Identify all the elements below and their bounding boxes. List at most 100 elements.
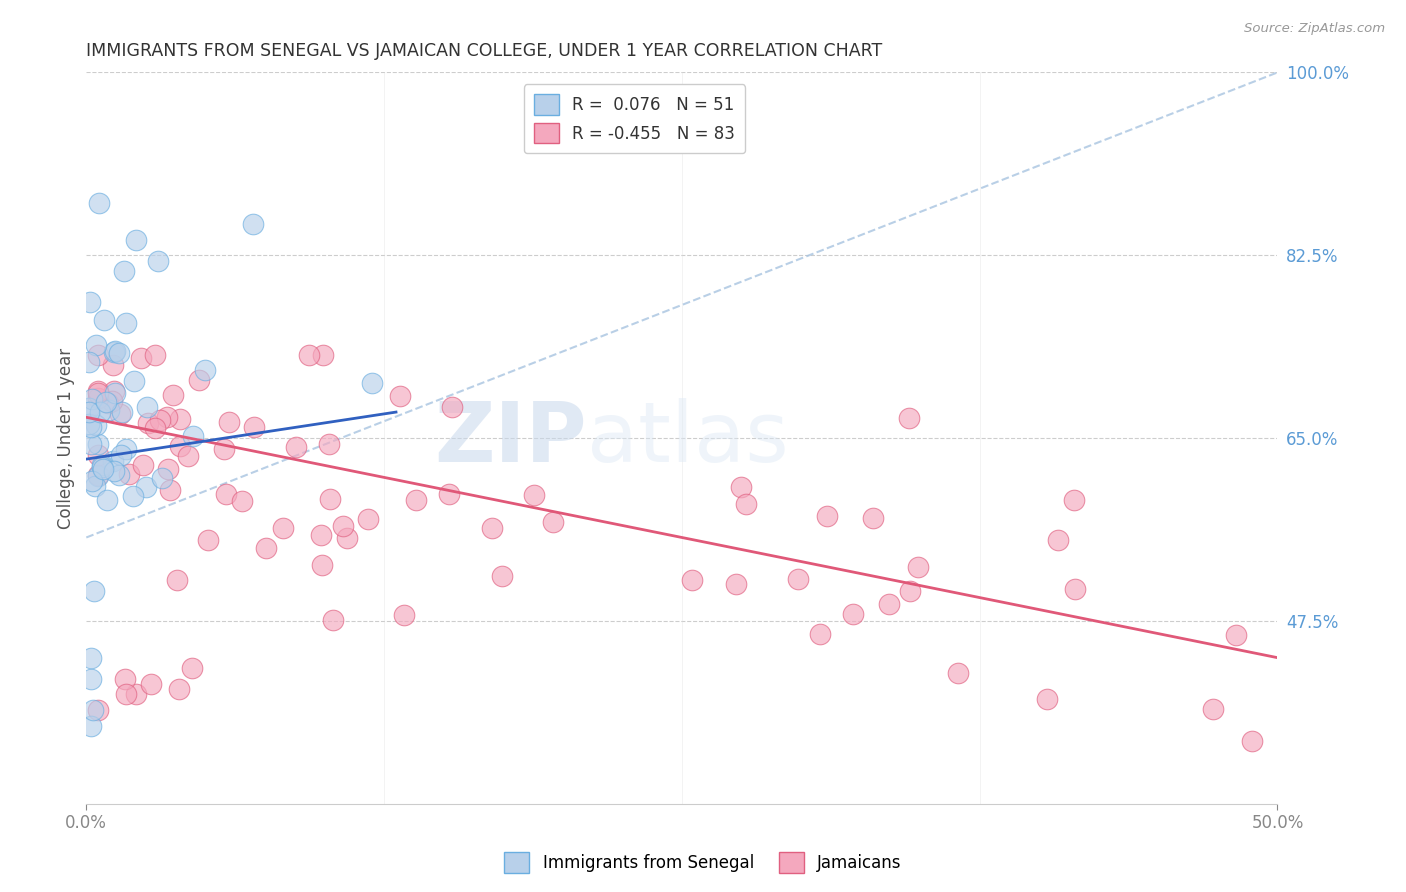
Point [115,316,138,330]
Point [101,393,124,408]
Point [83,479,105,493]
Point [1064,582,1087,596]
Point [312,348,335,362]
Point [156,410,179,425]
Point [143,421,166,435]
Point [110,449,132,463]
Point [319,491,342,506]
Point [194,363,217,377]
Point [122,489,145,503]
Point [115,442,138,456]
Point [491,569,513,583]
Point [112,264,135,278]
Point [91,462,114,476]
Point [80,672,103,686]
Point [357,512,380,526]
Point [541,515,564,529]
Point [143,348,166,362]
Point [254,541,277,555]
Point [907,559,929,574]
Point [104,386,127,401]
Point [110,404,132,418]
Point [898,583,921,598]
Point [91,460,114,475]
Point [114,672,136,686]
Point [80,718,103,732]
Point [361,376,384,390]
Point [311,528,333,542]
Point [169,681,191,696]
Point [1240,734,1263,748]
Point [89,196,111,211]
Point [440,400,463,414]
Point [136,400,159,414]
Point [177,450,200,464]
Point [84,337,107,351]
Point [83,584,105,599]
Point [125,687,148,701]
Point [877,598,900,612]
Point [336,531,359,545]
Point [96,492,118,507]
Point [77,417,100,432]
Text: Source: ZipAtlas.com: Source: ZipAtlas.com [1244,22,1385,36]
Point [437,486,460,500]
Point [122,375,145,389]
Point [80,650,103,665]
Point [77,401,100,416]
Point [169,439,191,453]
Point [80,420,103,434]
Point [162,388,184,402]
Point [87,449,110,463]
Point [115,687,138,701]
Point [97,396,120,410]
Point [157,462,180,476]
Point [87,468,110,483]
Point [77,405,100,419]
Point [898,411,921,425]
Point [91,458,114,473]
Point [322,613,344,627]
Point [87,391,110,405]
Point [392,607,415,622]
Point [94,394,117,409]
Point [132,458,155,472]
Point [136,416,159,430]
Legend: Immigrants from Senegal, Jamaicans: Immigrants from Senegal, Jamaicans [498,846,908,880]
Point [139,677,162,691]
Point [98,403,121,417]
Point [82,703,104,717]
Point [87,437,110,451]
Point [218,415,240,429]
Text: IMMIGRANTS FROM SENEGAL VS JAMAICAN COLLEGE, UNDER 1 YEAR CORRELATION CHART: IMMIGRANTS FROM SENEGAL VS JAMAICAN COLL… [86,42,883,60]
Point [89,405,111,419]
Point [212,442,235,456]
Point [681,573,703,587]
Point [318,437,340,451]
Point [87,348,110,362]
Point [110,407,132,421]
Point [146,253,169,268]
Point [135,479,157,493]
Point [815,509,838,524]
Point [104,344,127,359]
Point [77,354,100,368]
Point [523,488,546,502]
Point [150,471,173,485]
Point [103,464,125,478]
Point [1202,702,1225,716]
Point [724,577,747,591]
Point [808,626,831,640]
Point [183,429,205,443]
Point [734,497,756,511]
Point [405,493,427,508]
Point [108,467,131,482]
Point [332,519,354,533]
Point [103,384,125,399]
Point [215,487,238,501]
Point [1225,628,1247,642]
Point [181,661,204,675]
Point [1063,492,1085,507]
Point [946,666,969,681]
Point [730,480,752,494]
